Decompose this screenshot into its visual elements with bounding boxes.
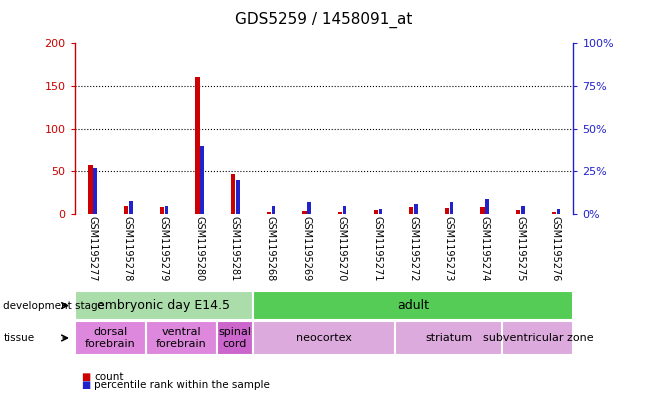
Text: GSM1195276: GSM1195276 [551,217,561,282]
Bar [445,208,449,214]
Bar [129,200,133,214]
Text: development stage: development stage [3,301,104,310]
Text: GSM1195279: GSM1195279 [159,217,168,282]
Text: GSM1195269: GSM1195269 [301,217,311,282]
Text: GDS5259 / 1458091_at: GDS5259 / 1458091_at [235,12,413,28]
Bar [272,206,275,214]
Text: GSM1195275: GSM1195275 [515,217,525,282]
Bar [338,211,342,214]
Text: GSM1195281: GSM1195281 [230,217,240,282]
Bar [409,208,413,214]
Bar [551,211,556,214]
Bar [521,206,525,214]
Text: embryonic day E14.5: embryonic day E14.5 [97,299,230,312]
Bar [217,321,253,355]
Bar [88,165,93,214]
Bar [200,146,204,214]
Bar [266,211,271,214]
Text: striatum: striatum [425,333,472,343]
Bar [480,208,485,214]
Text: subventricular zone: subventricular zone [483,333,593,343]
Text: tissue: tissue [3,333,34,343]
Text: ventral
forebrain: ventral forebrain [156,327,207,349]
Bar [124,206,128,214]
Text: spinal
cord: spinal cord [218,327,251,349]
Bar [93,168,97,214]
Bar [395,321,502,355]
Bar [414,204,418,214]
Text: ■: ■ [81,380,90,390]
Bar [302,211,307,214]
Text: neocortex: neocortex [296,333,352,343]
Bar [307,202,311,214]
Text: GSM1195268: GSM1195268 [266,217,275,282]
Text: GSM1195280: GSM1195280 [194,217,204,282]
Bar [343,206,347,214]
Bar [516,210,520,214]
Bar [236,180,240,214]
Bar [231,174,235,214]
Bar [485,199,489,214]
Text: dorsal
forebrain: dorsal forebrain [85,327,135,349]
Text: GSM1195271: GSM1195271 [373,217,382,282]
Text: GSM1195273: GSM1195273 [444,217,454,282]
Text: GSM1195272: GSM1195272 [408,217,418,282]
Bar [253,321,395,355]
Text: GSM1195277: GSM1195277 [87,217,97,282]
Bar [195,77,200,214]
Bar [253,292,573,320]
Bar [75,321,146,355]
Bar [557,209,561,214]
Text: ■: ■ [81,372,90,382]
Text: GSM1195274: GSM1195274 [480,217,489,282]
Bar [159,208,164,214]
Bar [450,202,454,214]
Bar [378,209,382,214]
Bar [146,321,217,355]
Bar [373,210,378,214]
Bar [502,321,573,355]
Text: GSM1195270: GSM1195270 [337,217,347,282]
Bar [75,292,253,320]
Text: GSM1195278: GSM1195278 [123,217,133,282]
Text: count: count [94,372,124,382]
Bar [165,206,168,214]
Text: adult: adult [397,299,429,312]
Text: percentile rank within the sample: percentile rank within the sample [94,380,270,390]
